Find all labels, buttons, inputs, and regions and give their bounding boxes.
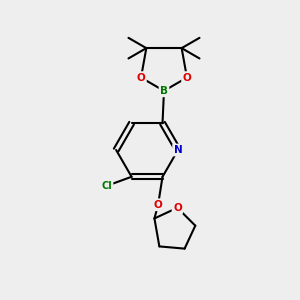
Text: Cl: Cl	[101, 181, 112, 191]
Text: O: O	[173, 203, 182, 213]
Text: N: N	[174, 145, 182, 155]
Text: B: B	[160, 86, 168, 96]
Text: O: O	[183, 73, 191, 82]
Text: O: O	[136, 73, 146, 82]
Text: O: O	[154, 200, 163, 210]
